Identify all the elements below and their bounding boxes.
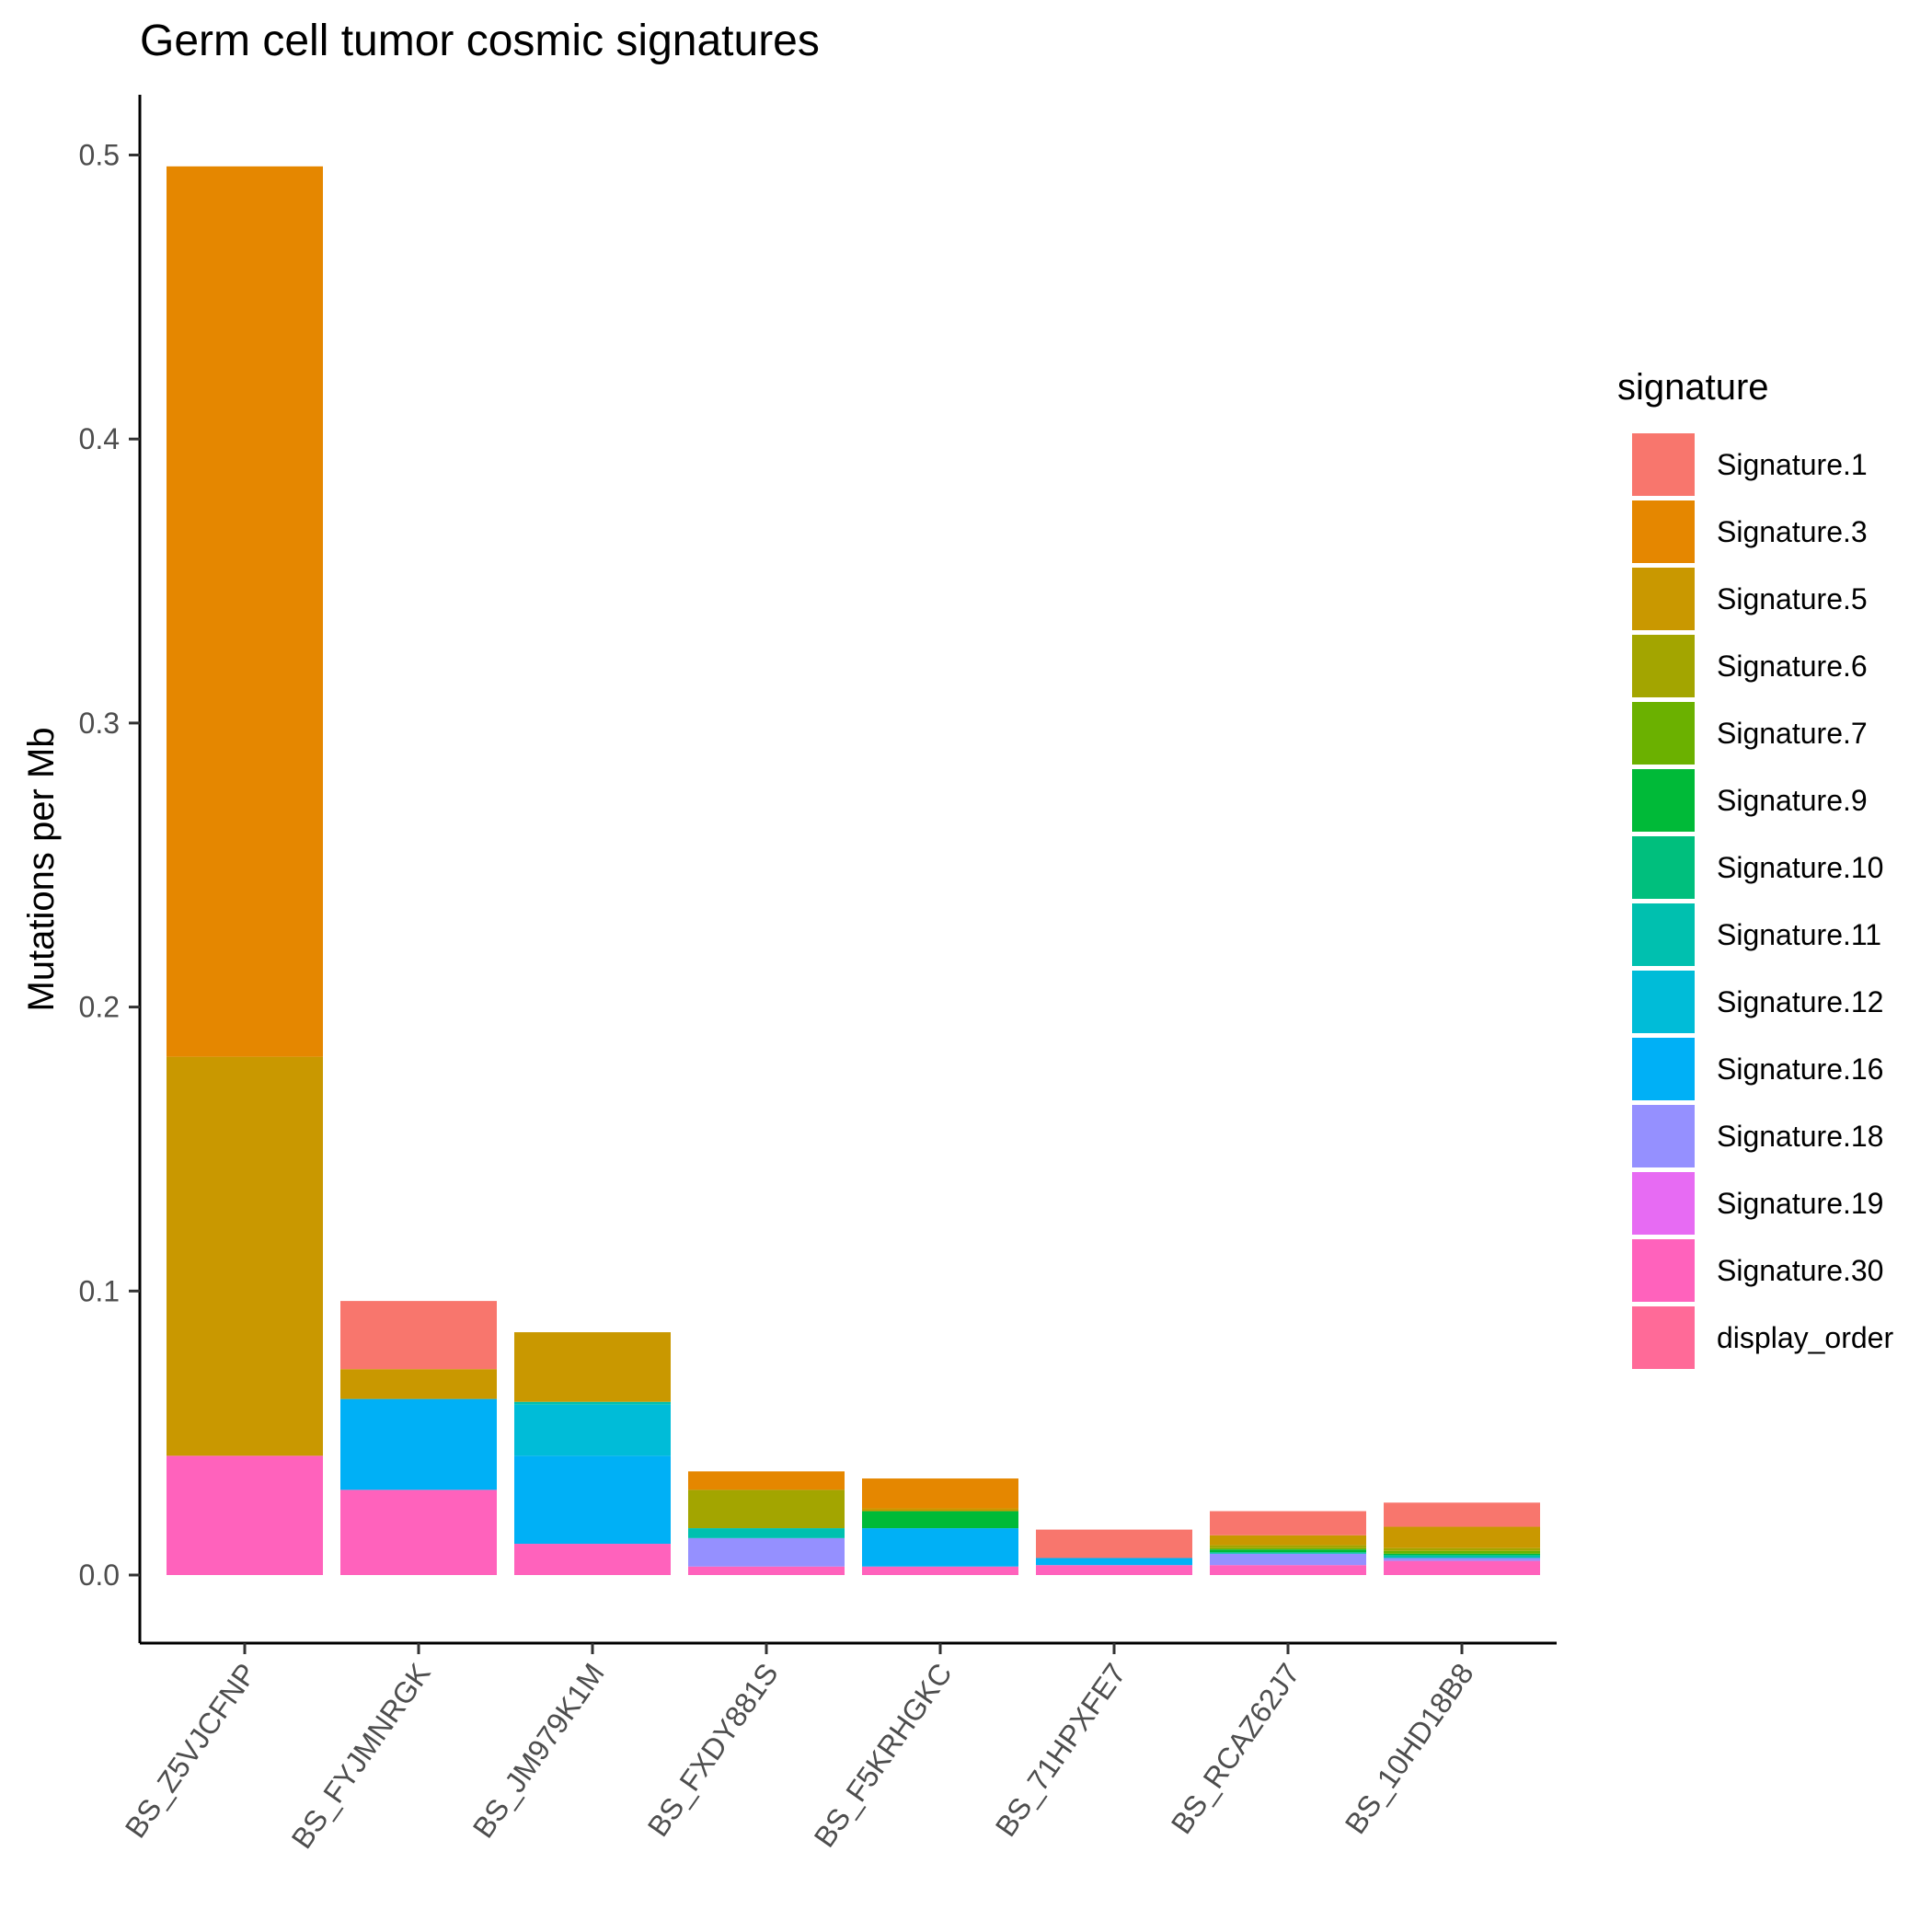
bar-segment xyxy=(1210,1545,1366,1548)
legend-swatch xyxy=(1632,635,1695,697)
bar-segment xyxy=(514,1332,671,1402)
bar-segment xyxy=(862,1566,1018,1575)
x-tick-label: BS_FYJMNRGK xyxy=(285,1657,437,1854)
bar-segment xyxy=(862,1478,1018,1509)
x-tick-label: BS_10HD18B8 xyxy=(1339,1657,1480,1839)
bar-segment xyxy=(1384,1547,1540,1551)
y-tick-label: 0.1 xyxy=(79,1274,120,1307)
legend-label: Signature.6 xyxy=(1717,650,1868,683)
bar-segment xyxy=(1036,1565,1192,1575)
legend-title: signature xyxy=(1617,367,1769,408)
bar-segment xyxy=(1036,1529,1192,1558)
legend-label: Signature.19 xyxy=(1717,1187,1883,1220)
bar-segment xyxy=(1384,1555,1540,1558)
legend-label: Signature.11 xyxy=(1717,918,1881,951)
bar-segment xyxy=(514,1404,671,1456)
bar-segment xyxy=(862,1528,1018,1567)
legend-label: Signature.30 xyxy=(1717,1254,1883,1287)
y-tick-label: 0.4 xyxy=(79,422,120,455)
legend-label: display_order xyxy=(1717,1321,1893,1354)
legend-swatch xyxy=(1632,1239,1695,1302)
x-tick-label: BS_JM979K1M xyxy=(466,1657,611,1844)
x-axis-ticks: BS_Z5VJCFNP BS_FYJMNRGK BS_JM979K1M BS_FXDY… xyxy=(119,1643,1480,1855)
bar-segment xyxy=(688,1528,845,1538)
legend-swatch xyxy=(1632,836,1695,899)
bar-segment xyxy=(1384,1526,1540,1548)
bar-segment xyxy=(340,1398,497,1490)
bar-segment xyxy=(862,1511,1018,1529)
bar-segment xyxy=(167,166,323,1057)
bar-segment xyxy=(688,1566,845,1575)
legend-swatch xyxy=(1632,1105,1695,1167)
bar-segment xyxy=(1384,1558,1540,1561)
legend-label: Signature.9 xyxy=(1717,784,1868,817)
legend-label: Signature.5 xyxy=(1717,582,1868,615)
bar-segment xyxy=(1384,1560,1540,1575)
bar-segment xyxy=(1036,1558,1192,1566)
x-tick-label: BS_RCAZ62J7 xyxy=(1165,1657,1306,1839)
bar-segment xyxy=(167,1455,323,1575)
legend-swatch xyxy=(1632,568,1695,630)
legend-label: Signature.1 xyxy=(1717,448,1868,481)
bar-segment xyxy=(1210,1553,1366,1566)
legend-swatch xyxy=(1632,903,1695,966)
legend: signature Signature.1 Signature.3 Signatur… xyxy=(1617,367,1893,1369)
legend-label: Signature.10 xyxy=(1717,851,1883,884)
y-tick-label: 0.0 xyxy=(79,1558,120,1592)
y-tick-label: 0.5 xyxy=(79,139,120,172)
x-tick-label: BS_Z5VJCFNP xyxy=(119,1657,263,1844)
bar-segment xyxy=(862,1508,1018,1512)
legend-swatch xyxy=(1632,1038,1695,1100)
bar-segment xyxy=(688,1489,845,1529)
chart-title: Germ cell tumor cosmic signatures xyxy=(140,17,820,65)
legend-swatch xyxy=(1632,702,1695,765)
bar-segment xyxy=(1210,1552,1366,1554)
legend-swatch xyxy=(1632,433,1695,496)
bars-layer xyxy=(167,166,1540,1575)
bar-segment xyxy=(1210,1535,1366,1546)
bar-segment xyxy=(340,1301,497,1370)
legend-label: Signature.3 xyxy=(1717,515,1868,548)
legend-swatch xyxy=(1632,769,1695,832)
bar-segment xyxy=(1210,1511,1366,1535)
legend-swatch xyxy=(1632,971,1695,1033)
bar-segment xyxy=(688,1471,845,1490)
legend-label: Signature.16 xyxy=(1717,1052,1883,1086)
bar-segment xyxy=(340,1369,497,1399)
y-axis-label: Mutations per Mb xyxy=(21,727,62,1011)
bar-segment xyxy=(1384,1502,1540,1527)
y-tick-label: 0.3 xyxy=(79,707,120,740)
legend-swatch xyxy=(1632,500,1695,563)
bar-segment xyxy=(514,1455,671,1545)
legend-label: Signature.12 xyxy=(1717,985,1883,1018)
legend-swatch xyxy=(1632,1306,1695,1369)
bar-segment xyxy=(340,1489,497,1575)
bar-segment xyxy=(1384,1550,1540,1554)
y-tick-label: 0.2 xyxy=(79,991,120,1024)
bar-segment xyxy=(1210,1565,1366,1575)
legend-label: Signature.7 xyxy=(1717,717,1868,750)
legend-swatch xyxy=(1632,1172,1695,1235)
y-axis-ticks: 0.0 0.1 0.2 0.3 0.4 0.5 xyxy=(79,139,140,1592)
bar-segment xyxy=(1210,1549,1366,1553)
bar-segment xyxy=(167,1056,323,1456)
bar-segment xyxy=(1210,1547,1366,1550)
legend-label: Signature.18 xyxy=(1717,1120,1883,1153)
bar-segment xyxy=(1384,1553,1540,1556)
x-tick-label: BS_F5KRHGKC xyxy=(808,1657,959,1853)
bar-segment xyxy=(688,1537,845,1567)
x-tick-label: BS_FXDY881S xyxy=(641,1657,785,1842)
bar-segment xyxy=(514,1544,671,1575)
x-tick-label: BS_71HPXFE7 xyxy=(989,1657,1133,1842)
bar-segment xyxy=(514,1401,671,1405)
